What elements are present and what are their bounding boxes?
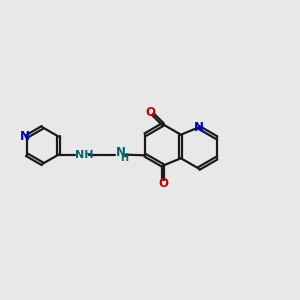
Text: H: H: [120, 153, 128, 163]
Text: O: O: [145, 106, 155, 119]
Text: N: N: [194, 122, 204, 134]
Text: N: N: [20, 130, 30, 143]
Text: NH: NH: [75, 150, 93, 160]
Text: N: N: [116, 146, 126, 159]
Text: O: O: [158, 177, 168, 190]
